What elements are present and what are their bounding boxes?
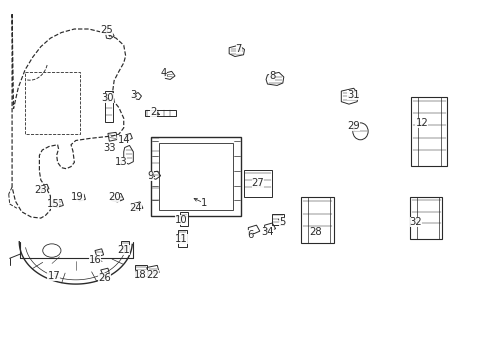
Text: 29: 29 (346, 121, 359, 131)
Bar (410, 97, 447, 166)
Text: 20: 20 (108, 192, 120, 202)
Bar (180, 212, 188, 226)
Text: 12: 12 (415, 118, 427, 128)
Text: 13: 13 (114, 157, 127, 167)
Text: 30: 30 (102, 93, 114, 103)
Text: 16: 16 (88, 256, 101, 265)
Text: 14: 14 (117, 135, 130, 145)
Text: 15: 15 (46, 199, 59, 209)
Text: 31: 31 (347, 90, 359, 100)
Text: 6: 6 (246, 230, 253, 240)
Text: 23: 23 (35, 185, 47, 195)
Text: 22: 22 (146, 270, 159, 280)
Text: 19: 19 (71, 192, 84, 202)
Text: 24: 24 (129, 203, 141, 212)
Bar (301, 197, 333, 243)
Bar (104, 91, 113, 122)
Bar (409, 197, 442, 239)
Bar (151, 137, 241, 216)
Text: 26: 26 (98, 273, 111, 283)
Text: 7: 7 (235, 44, 242, 54)
Bar (135, 265, 147, 276)
Text: 8: 8 (268, 71, 275, 81)
Text: 32: 32 (409, 217, 422, 227)
Text: 25: 25 (100, 25, 113, 35)
Text: 1: 1 (200, 198, 206, 208)
Text: 34: 34 (261, 227, 273, 237)
Text: 17: 17 (47, 271, 60, 281)
Text: 2: 2 (150, 107, 156, 117)
Text: 33: 33 (103, 143, 115, 153)
Text: 4: 4 (161, 68, 167, 78)
Bar (25, 72, 80, 134)
Text: 9: 9 (147, 171, 154, 181)
Bar (144, 110, 176, 117)
Bar (244, 170, 272, 197)
Bar (159, 143, 233, 210)
Text: 21: 21 (117, 245, 130, 255)
Text: 28: 28 (308, 227, 321, 237)
Text: 10: 10 (175, 215, 187, 225)
Bar (178, 230, 186, 247)
Text: 5: 5 (278, 217, 285, 227)
Text: 18: 18 (133, 270, 146, 280)
Text: 3: 3 (130, 90, 136, 100)
Bar (121, 241, 129, 252)
Bar (272, 213, 284, 225)
Text: 27: 27 (251, 178, 264, 188)
Text: 11: 11 (175, 234, 187, 244)
